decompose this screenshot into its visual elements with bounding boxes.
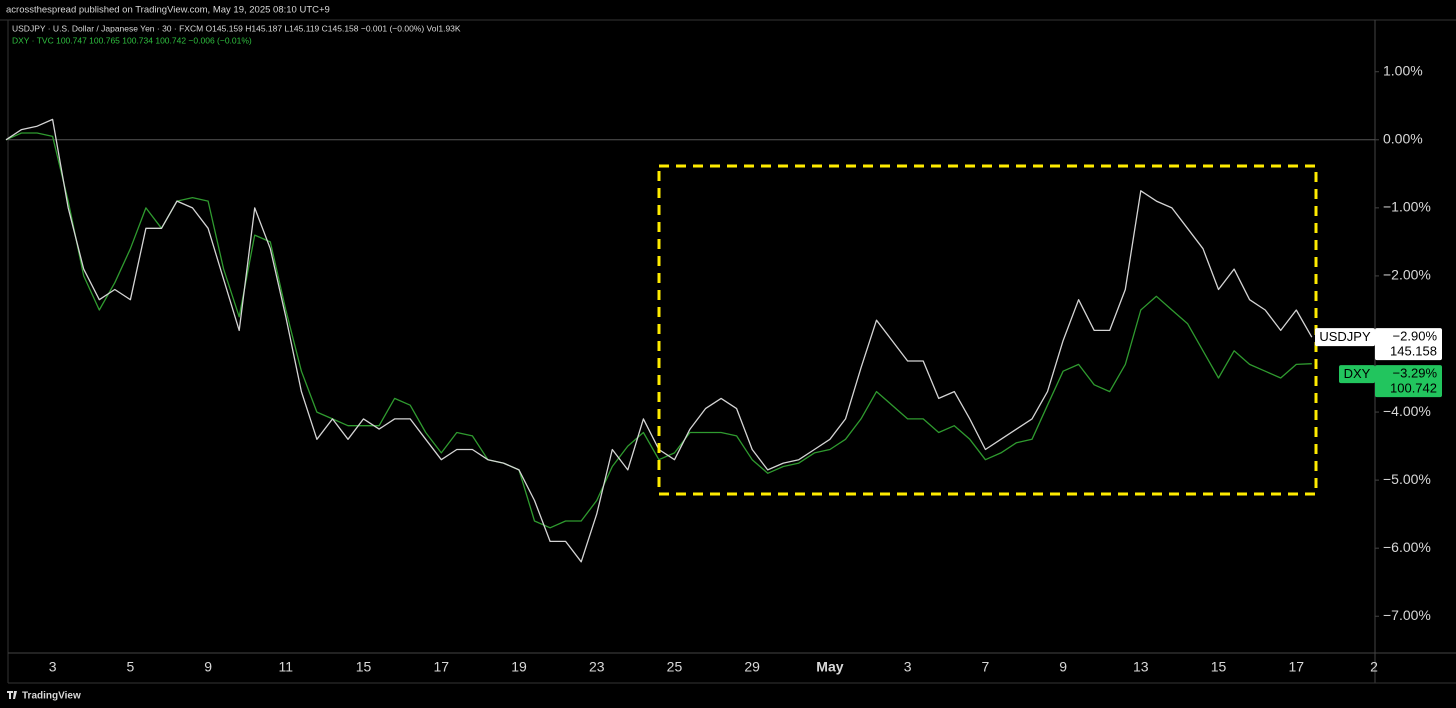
x-tick-label: 17 [433, 659, 449, 675]
x-tick-label: 7 [981, 659, 989, 675]
series-tag-price: 100.742 [1390, 381, 1437, 396]
y-tick-label: 0.00% [1383, 130, 1423, 146]
y-tick-label: −4.00% [1383, 403, 1431, 419]
y-tick-label: −7.00% [1383, 607, 1431, 623]
series-tag-percent: −3.29% [1393, 366, 1438, 381]
footer: TradingView [7, 691, 81, 702]
legend-dxy: DXY · TVC 100.747 100.765 100.734 100.74… [12, 35, 252, 45]
x-tick-label: 17 [1288, 659, 1304, 675]
series-tag-name: DXY [1344, 366, 1371, 381]
series-tag-value-bg [1375, 365, 1442, 398]
x-tick-label: 13 [1133, 659, 1149, 675]
series-tag-name-bg [1339, 365, 1375, 384]
x-tick-label: 19 [511, 659, 527, 675]
x-tick-label: 15 [356, 659, 372, 675]
y-tick-label: −2.00% [1383, 267, 1431, 283]
x-tick-label: 23 [589, 659, 605, 675]
x-tick-label: 2 [1370, 659, 1378, 675]
x-tick-label: 15 [1211, 659, 1227, 675]
x-tick-label: 5 [126, 659, 134, 675]
x-tick-label: May [816, 659, 843, 675]
y-tick-label: −1.00% [1383, 199, 1431, 215]
series-tag-value-bg [1375, 328, 1442, 361]
x-tick-label: 3 [49, 659, 57, 675]
footer-brand: TradingView [22, 691, 81, 702]
x-tick-label: 11 [279, 659, 294, 675]
y-tick-label: −6.00% [1383, 539, 1431, 555]
series-tag-name-bg [1315, 328, 1375, 347]
y-tick-label: 1.00% [1383, 62, 1423, 78]
x-tick-label: 25 [667, 659, 683, 675]
y-tick-label: −5.00% [1383, 471, 1431, 487]
x-tick-label: 9 [204, 659, 212, 675]
legend-usdjpy: USDJPY · U.S. Dollar / Japanese Yen · 30… [12, 23, 461, 33]
series-line [5, 132, 1312, 529]
x-tick-label: 9 [1059, 659, 1067, 675]
x-tick-label: 3 [904, 659, 912, 675]
series-tag-price: 145.158 [1390, 344, 1437, 359]
tv-logo [7, 691, 17, 699]
series-tag-percent: −2.90% [1393, 329, 1438, 344]
x-tick-label: 29 [744, 659, 760, 675]
publish-info: acrossthespread published on TradingView… [6, 5, 330, 16]
series-tag-name: USDJPY [1319, 329, 1371, 344]
